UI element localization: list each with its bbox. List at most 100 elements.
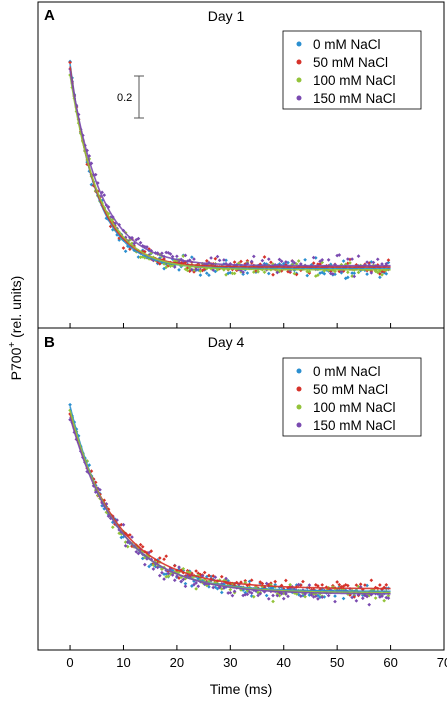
panel-a-series-0-point (241, 272, 245, 277)
panel-a-title: Day 1 (208, 8, 245, 24)
panel-b-series-2-point (373, 596, 378, 600)
x-tick-label-3: 30 (223, 655, 237, 670)
legend-b-marker-3 (296, 422, 302, 428)
panel-a-series-0-point (322, 271, 327, 276)
panel-a-series-3-point (371, 260, 376, 265)
panel-b-series-3-point (271, 593, 275, 598)
panel-b-series-1-point (316, 584, 320, 588)
panel-b-series-1-point (194, 569, 198, 573)
panel-a-series-3-point (260, 258, 265, 263)
panel-a-series-3-point (290, 259, 295, 263)
x-axis-label: Time (ms) (210, 681, 272, 697)
panel-b-series-0-point (341, 596, 346, 601)
panel-a-series-3-point (222, 258, 226, 262)
panel-a-series-3-point (331, 272, 335, 276)
panel-b-series-1-point (301, 579, 305, 584)
panel-a-series-3-point (284, 260, 288, 264)
panel-a-series-3-point (192, 257, 196, 261)
x-tick-label-2: 20 (170, 655, 184, 670)
panel-a-series-3-point (384, 261, 389, 266)
panel-b-series-1-point (164, 554, 169, 559)
panel-a-series-2-point (305, 269, 310, 274)
panel-b-series-0-point (243, 590, 248, 595)
panel-a-series-3-point (194, 267, 198, 272)
panel-a-series-3-point (326, 258, 331, 262)
panel-b-title: Day 4 (208, 334, 245, 350)
panel-a-series-3-point (251, 254, 256, 259)
panel-b-series-3-point (121, 522, 126, 527)
panel-a-series-2-point (262, 270, 267, 275)
y-axis-label-rest: (rel. units) (8, 276, 24, 342)
panel-b-series-3-point (360, 596, 365, 601)
legend-a-label-2: 100 mM NaCl (313, 73, 396, 88)
panel-a-series-1-point (239, 259, 243, 264)
panel-b-series-3-point (143, 562, 147, 567)
panel-b-series-2-point (194, 587, 198, 591)
panel-a-series-3-point (375, 257, 380, 262)
legend-a-marker-1 (296, 59, 302, 65)
panel-a-series-0-point (190, 255, 194, 260)
panel-b-series-3-point (333, 599, 337, 604)
panel-a-series-0-point (123, 249, 128, 254)
panel-b-series-0-point (68, 402, 72, 407)
panel-a-series-0-point (384, 271, 389, 276)
panel-a-series-3-point (209, 256, 213, 260)
panel-a-series-1-point (68, 60, 72, 65)
panel-a-series-2-point (356, 270, 361, 275)
panel-b-series-1-point (378, 583, 382, 587)
legend-b-label-3: 150 mM NaCl (313, 418, 396, 433)
panel-b-series-1-point (384, 583, 389, 587)
panel-b-series-2-point (277, 593, 282, 598)
panel-a-series-2-point (316, 273, 320, 277)
panel-a-fits (69, 63, 391, 271)
panel-a-series-3-point (369, 270, 374, 275)
y-axis-label-sup: + (7, 342, 18, 348)
x-tick-label-1: 10 (116, 655, 130, 670)
panel-a-series-2-point (375, 270, 380, 275)
x-tick-label-6: 60 (383, 655, 397, 670)
panel-a-series-1-point (204, 258, 209, 263)
panel-a-series-2-point (230, 271, 235, 276)
panel-a-series-3-point (217, 258, 222, 263)
panel-a-series-3-point (136, 236, 141, 241)
plot-area-b (68, 402, 445, 650)
legend-a-label-1: 50 mM NaCl (313, 55, 388, 70)
panel-a-series-3-point (275, 270, 280, 275)
panel-a-series-3-point (241, 270, 245, 274)
panel-a-series-3-fit-line (69, 70, 391, 267)
panel-a-series-1-point (269, 260, 273, 265)
y-axis-label-main: P700 (8, 347, 24, 380)
plot-area-a (68, 59, 445, 328)
panel-a-series-3-point (175, 254, 179, 259)
panel-a-series-3-point (138, 240, 143, 245)
panel-a-series-2-point (348, 261, 352, 265)
legend-b-entry-1: 50 mM NaCl (296, 382, 388, 397)
x-axis: 0 10 20 30 40 50 60 70 (66, 655, 447, 670)
x-tick-label-0: 0 (66, 655, 73, 670)
panel-a-series-2-point (380, 272, 384, 277)
legend-b-marker-0 (296, 368, 302, 374)
panel-a-series-2-point (350, 274, 354, 278)
panel-b-series-3-point (320, 595, 325, 599)
panel-a-series-3-point (211, 268, 216, 272)
panel-b-series-1-point (219, 574, 224, 579)
x-tick-label-5: 50 (330, 655, 344, 670)
panel-a-series-3-point (266, 257, 271, 262)
panel-a-series-0-point (204, 271, 209, 276)
legend-b-marker-1 (296, 386, 302, 392)
panel-b-series-0-point (219, 590, 224, 595)
panel-b-series-2-point (288, 582, 292, 587)
panel-a-series-0-point (136, 255, 141, 259)
legend-a-label-0: 0 mM NaCl (313, 37, 381, 52)
panel-a-series-1-point (262, 255, 267, 259)
panel-a-series-3-point (183, 253, 188, 258)
panel-a-series-1-point (157, 261, 162, 266)
legend-a-marker-2 (296, 77, 302, 83)
panel-a-series-1-point (232, 260, 237, 264)
panel-b-series-1-point (140, 544, 145, 549)
panel-b-series-3-point (286, 594, 290, 599)
panel-b-series-1-point (172, 563, 177, 568)
panel-a-series-3-point (365, 260, 369, 264)
panel-a-series-2-point (185, 268, 190, 273)
